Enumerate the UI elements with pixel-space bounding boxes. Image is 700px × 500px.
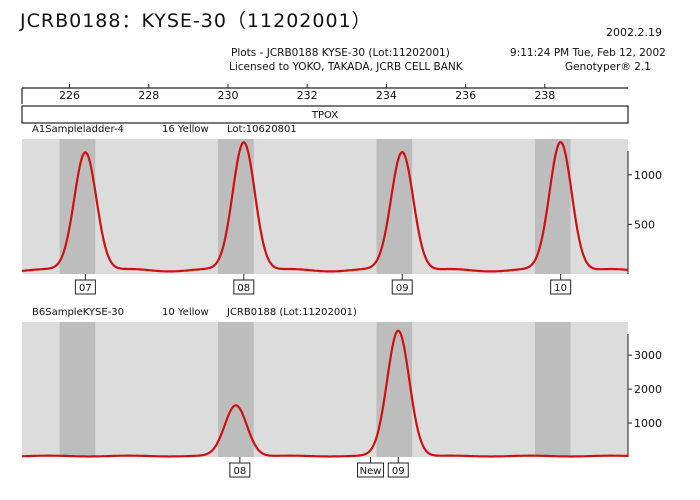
- allele-label: 08: [233, 466, 246, 477]
- panel-2: B6SampleKYSE-30 10 Yellow JCRB0188 (Lot:11…: [21, 307, 662, 478]
- allele-label-box: [357, 462, 385, 478]
- document-date: 2002.2.19: [606, 26, 662, 39]
- y-tick-label: 3000: [634, 349, 662, 362]
- x-tick-label: 232: [297, 89, 318, 102]
- panel-dye-channel: 10 Yellow: [162, 307, 209, 318]
- allele-bin: [534, 139, 571, 274]
- panel-lot: JCRB0188 (Lot:11202001): [226, 307, 357, 318]
- y-tick-label: 500: [634, 218, 655, 231]
- x-tick-label: 238: [534, 89, 555, 102]
- y-tick-label: 1000: [634, 169, 662, 182]
- allele-label: 10: [554, 283, 567, 294]
- allele-label-box: [550, 279, 572, 295]
- allele-bin: [534, 322, 571, 457]
- allele-label-box: [229, 462, 251, 478]
- marker-box: [21, 105, 629, 124]
- panel-1: A1Sampleladder-4 16 Yellow Lot:10620801 500…: [21, 124, 662, 295]
- allele-label: 09: [396, 283, 409, 294]
- y-tick-label: 1000: [634, 417, 662, 430]
- allele-bin: [218, 322, 254, 457]
- allele-bin: [218, 139, 254, 274]
- timestamp: 9:11:24 PM Tue, Feb 12, 2002: [510, 47, 666, 59]
- allele-bin: [376, 322, 413, 457]
- signal-trace: [21, 329, 628, 458]
- allele-label-box: [387, 462, 409, 478]
- panel-sample-name: B6SampleKYSE-30: [32, 307, 124, 318]
- license-header: Licensed to YOKO, TAKADA, JCRB CELL BANK: [229, 61, 463, 73]
- x-tick-label: 234: [376, 89, 397, 102]
- allele-label-box: [233, 279, 255, 295]
- plot-background: [22, 322, 628, 457]
- panel-lot: Lot:10620801: [227, 124, 297, 135]
- x-tick-label: 230: [217, 89, 238, 102]
- allele-label-box: [391, 279, 413, 295]
- plot-background: [22, 139, 628, 274]
- allele-label: 07: [79, 283, 92, 294]
- allele-label: New: [360, 466, 382, 477]
- allele-label: 08: [237, 283, 250, 294]
- marker-label: TPOX: [311, 110, 338, 121]
- x-tick-label: 226: [59, 89, 80, 102]
- signal-trace: [21, 140, 629, 273]
- software-version: Genotyper® 2.1: [565, 61, 651, 73]
- allele-label: 09: [392, 466, 405, 477]
- x-tick-label: 236: [455, 89, 476, 102]
- plots-header: Plots - JCRB0188 KYSE-30 (Lot:11202001): [231, 47, 450, 59]
- y-tick-label: 2000: [634, 383, 662, 396]
- document-title: JCRB0188：KYSE-30（11202001）: [20, 10, 372, 32]
- allele-label-box: [74, 279, 96, 295]
- panel-sample-name: A1Sampleladder-4: [32, 124, 124, 135]
- x-tick-label: 228: [138, 89, 159, 102]
- panel-dye-channel: 16 Yellow: [162, 124, 209, 135]
- allele-bin: [59, 322, 96, 457]
